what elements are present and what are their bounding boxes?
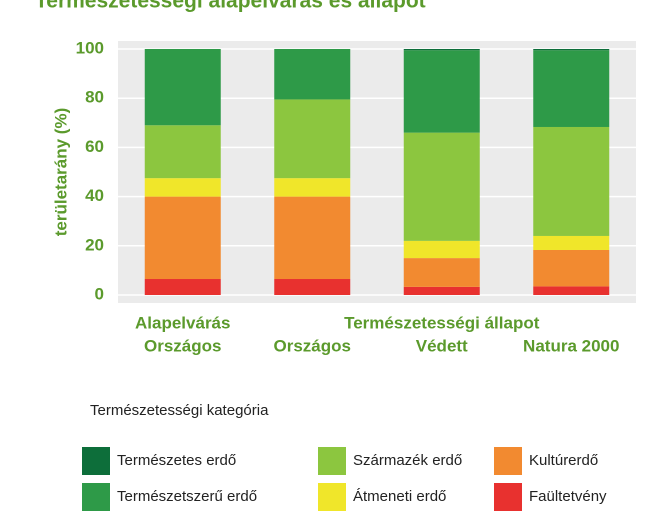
y-tick-label: 100 — [76, 38, 104, 57]
legend-label: Természetszerű erdő — [117, 488, 257, 505]
bar-segment — [403, 50, 480, 133]
y-tick-label: 40 — [85, 186, 104, 205]
bar-segment — [403, 258, 480, 287]
bar-segment — [533, 286, 610, 295]
bar-segment — [403, 49, 480, 51]
legend-swatch — [494, 447, 522, 475]
legend-label: Kultúrerdő — [529, 452, 598, 469]
legend-swatch — [82, 483, 110, 511]
x-tick-label: Országos — [274, 336, 351, 355]
bar-segment — [533, 249, 610, 287]
group-label: Természetességi állapot — [344, 313, 540, 332]
bar-segment — [274, 99, 351, 179]
bar-segment — [403, 286, 480, 295]
bar-segment — [533, 235, 610, 250]
x-tick-label: Védett — [416, 336, 468, 355]
bar-segment — [533, 126, 610, 236]
legend-swatch — [82, 447, 110, 475]
legend-label: Természetes erdő — [117, 452, 236, 469]
y-axis-label: területarány (%) — [51, 108, 70, 236]
x-tick-label: Natura 2000 — [523, 336, 619, 355]
bar-segment — [274, 279, 351, 295]
bar-segment — [403, 132, 480, 241]
bar-segment — [144, 49, 221, 126]
y-tick-label: 60 — [85, 137, 104, 156]
bar-segment — [144, 125, 221, 179]
bar-segment — [274, 49, 351, 100]
legend-label: Származék erdő — [353, 452, 462, 469]
bar-segment — [144, 279, 221, 295]
legend-swatch — [318, 483, 346, 511]
legend-title: Természetességi kategória — [90, 402, 269, 419]
bar-segment — [274, 178, 351, 197]
group-label: Alapelvárás — [135, 313, 230, 332]
x-tick-label: Országos — [144, 336, 221, 355]
legend-swatch — [494, 483, 522, 511]
chart-title: Természetességi alapelvárás és állapot — [35, 0, 426, 13]
y-tick-label: 0 — [95, 284, 104, 303]
bar-segment — [144, 178, 221, 197]
legend-label: Faültetvény — [529, 488, 607, 505]
y-tick-label: 20 — [85, 235, 104, 254]
legend-swatch — [318, 447, 346, 475]
bar-segment — [533, 50, 610, 127]
bar-segment — [144, 196, 221, 280]
bar-segment — [533, 49, 610, 51]
legend-label: Átmeneti erdő — [353, 488, 446, 505]
bar-segment — [403, 240, 480, 259]
bar-segment — [274, 196, 351, 280]
y-tick-label: 80 — [85, 88, 104, 107]
